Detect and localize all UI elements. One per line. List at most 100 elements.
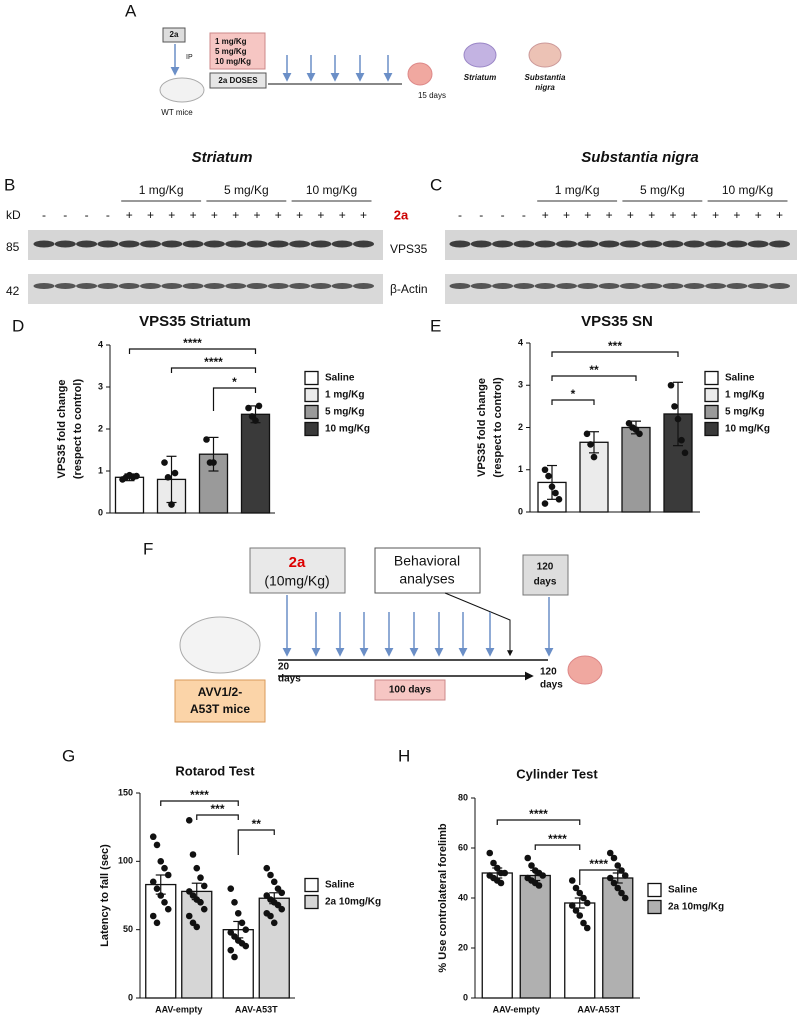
bar <box>602 877 634 999</box>
band <box>662 240 684 248</box>
end: days <box>540 680 563 691</box>
band <box>769 283 790 289</box>
legend-label: 10 mg/Kg <box>325 424 370 435</box>
treatment-sign: + <box>733 208 740 222</box>
legend-label: Saline <box>325 373 355 384</box>
data-point <box>535 882 543 889</box>
bar <box>114 476 145 514</box>
treatment-sign: + <box>606 208 613 222</box>
sig-label: * <box>571 387 576 401</box>
panel-label: H <box>398 746 410 765</box>
data-point <box>193 864 201 872</box>
legend-label: Saline <box>325 880 355 891</box>
sig-label: ** <box>252 817 262 831</box>
data-point <box>161 899 168 906</box>
data-point <box>572 884 580 892</box>
blot-strip <box>445 274 797 304</box>
treatment-sign: + <box>542 208 549 222</box>
sig-bracket <box>551 351 679 357</box>
sig-bracket <box>579 869 619 885</box>
sig-label: **** <box>548 832 567 846</box>
data-point <box>541 500 549 507</box>
band <box>140 240 161 248</box>
panel-label: G <box>62 746 75 765</box>
data-point <box>610 879 618 887</box>
marker: 85 <box>6 240 20 254</box>
x-tick-label: AAV-A53T <box>235 1004 278 1014</box>
blot-title: Substantia nigra <box>581 149 699 166</box>
band <box>76 283 98 289</box>
x-tick-label: AAV-empty <box>155 1004 202 1014</box>
data-point <box>185 912 193 920</box>
data-point <box>189 851 197 858</box>
bar <box>481 872 513 999</box>
data-point <box>497 879 505 887</box>
treatment-sign: + <box>669 208 676 222</box>
data-point <box>252 417 259 424</box>
data-point <box>245 404 252 412</box>
data-point <box>493 864 501 872</box>
data-point <box>227 946 235 954</box>
band <box>331 240 353 248</box>
legend-swatch <box>304 894 319 910</box>
dose-label: 5 mg/Kg <box>640 183 685 197</box>
data-point <box>568 877 576 884</box>
band <box>54 283 76 289</box>
data-point <box>606 874 614 882</box>
behavior: analyses <box>399 571 454 587</box>
data-point <box>149 833 157 841</box>
legend-swatch <box>704 370 719 386</box>
band <box>726 283 748 289</box>
data-point <box>636 430 643 438</box>
treatment-sign: + <box>627 208 634 222</box>
y-tick-label: 0 <box>463 992 468 1002</box>
data-point <box>524 854 532 862</box>
data-point <box>153 919 161 927</box>
data-point <box>231 953 238 961</box>
legend-label: 5 mg/Kg <box>725 407 764 418</box>
legend-swatch <box>647 899 662 915</box>
legend-swatch <box>704 404 719 420</box>
behavior: Behavioral <box>394 553 460 569</box>
band <box>33 283 55 289</box>
sig-bracket <box>496 819 581 825</box>
y-tick-label: 3 <box>518 380 523 390</box>
sig-bracket <box>128 348 257 354</box>
band <box>140 283 161 289</box>
mice-box <box>174 679 266 723</box>
band <box>641 240 663 248</box>
treatment-sign: + <box>275 208 282 222</box>
band <box>267 240 289 248</box>
data-point <box>610 854 618 862</box>
band <box>289 240 311 248</box>
band <box>662 283 684 289</box>
mice: AVV1/2- <box>198 685 242 699</box>
blot-images <box>28 230 797 304</box>
treatment-sign: + <box>648 208 655 222</box>
dose-label: 10 mg/Kg <box>722 183 773 197</box>
doses-label: 2a DOSES <box>218 76 258 85</box>
treatment-sign: + <box>360 208 367 222</box>
data-point <box>149 912 157 920</box>
error-bar <box>673 381 683 447</box>
end-box-text: days <box>534 577 557 588</box>
band <box>470 283 492 289</box>
treatment-sign: + <box>317 208 324 222</box>
sig-bracket <box>534 844 581 850</box>
sig-label: **** <box>204 355 223 369</box>
y-axis-label: (respect to control) <box>72 379 84 480</box>
data-point <box>618 867 625 874</box>
data-point <box>621 894 629 902</box>
duration: 15 days <box>418 91 446 100</box>
data-point <box>200 905 208 913</box>
data-point <box>541 466 549 474</box>
band <box>76 240 98 248</box>
data-point <box>667 381 675 389</box>
treatment-sign: - <box>106 208 110 222</box>
legend-label: Saline <box>668 885 698 896</box>
band <box>705 240 727 248</box>
treatment-sign: - <box>501 208 505 222</box>
drug-box <box>249 547 346 594</box>
bar <box>145 883 177 999</box>
data-point <box>572 907 580 914</box>
